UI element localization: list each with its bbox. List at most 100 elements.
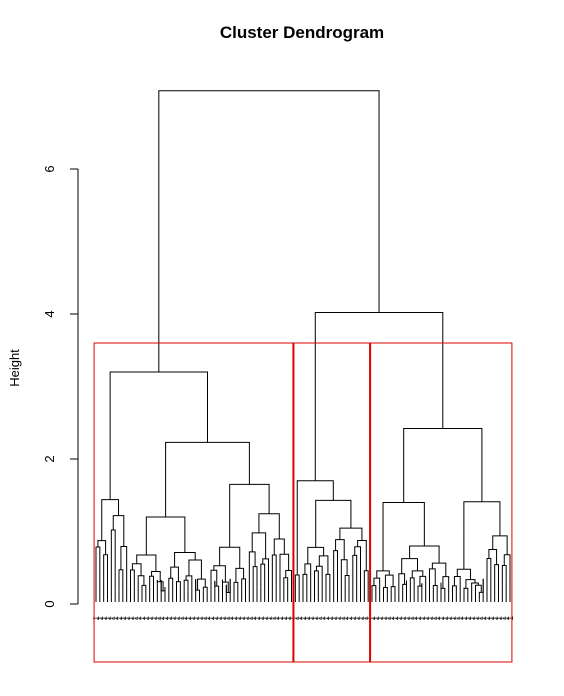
dendrogram-branch — [110, 529, 116, 598]
dendrogram-branch — [314, 312, 444, 481]
leaf-label: 1 — [257, 615, 266, 620]
leaf-label: 1 — [426, 615, 435, 620]
leaf-label: 1 — [303, 615, 312, 620]
dendrogram-branch — [202, 586, 208, 593]
dendrogram-branch — [248, 551, 256, 594]
y-tick-label: 2 — [42, 455, 57, 462]
leaf-label: 1 — [364, 615, 373, 620]
leaf-label: 1 — [422, 615, 431, 620]
leaf-label: 1 — [165, 615, 174, 620]
dendrogram-branch — [229, 483, 270, 548]
leaf-label: 1 — [445, 615, 454, 620]
leaf-label: 1 — [100, 615, 109, 620]
leaf-label: 1 — [452, 615, 461, 620]
dendrogram-branch — [340, 559, 348, 584]
dendrogram-branch — [141, 584, 147, 591]
dendrogram-branch — [401, 558, 419, 574]
leaf-label: 1 — [173, 615, 182, 620]
dendrogram-branch — [492, 535, 508, 555]
leaf-label: 1 — [199, 615, 208, 620]
cluster-1-box — [93, 342, 294, 663]
dendrogram-branch — [465, 579, 476, 589]
dendrogram-branch — [429, 568, 436, 587]
dendrogram-branch — [130, 569, 135, 588]
leaf-label: 1 — [111, 615, 120, 620]
leaf-label: 1 — [157, 615, 166, 620]
leaf-label: 1 — [380, 615, 389, 620]
leaf-label: 1 — [130, 615, 139, 620]
dendrogram-branch — [103, 554, 108, 600]
dendrogram-branch — [118, 569, 124, 593]
dendrogram-branch — [315, 499, 352, 548]
dendrogram-branch — [452, 585, 457, 594]
leaf-label: 1 — [215, 615, 224, 620]
leaf-label: 1 — [288, 615, 297, 620]
leaf-label: 1 — [441, 615, 450, 620]
leaf-label: 1 — [487, 615, 496, 620]
leaf-label: 1 — [238, 615, 247, 620]
leaf-label: 1 — [307, 615, 316, 620]
leaf-label: 1 — [119, 615, 128, 620]
dendrogram-branch — [251, 532, 267, 559]
dendrogram-branch — [158, 90, 380, 372]
dendrogram-branch — [431, 562, 447, 577]
dendrogram-branch — [409, 577, 415, 600]
leaf-label: 1 — [387, 615, 396, 620]
leaf-label: 1 — [115, 615, 124, 620]
y-tick-label: 0 — [42, 600, 57, 607]
dendrogram-branch — [357, 540, 367, 571]
dendrogram-branch — [352, 554, 358, 597]
dendrogram-branch — [109, 371, 208, 500]
leaf-label: 1 — [150, 615, 159, 620]
dendrogram-branch — [273, 538, 285, 556]
leaf-labels: 1111111111111111111111111111111111111111… — [92, 615, 515, 620]
leaf-label: 1 — [314, 615, 323, 620]
leaf-label: 1 — [349, 615, 358, 620]
leaf-label: 1 — [153, 615, 162, 620]
y-axis: 0 2 4 6 — [42, 165, 79, 608]
leaf-label: 1 — [188, 615, 197, 620]
dendrogram-branch — [304, 563, 312, 596]
leaf-label: 1 — [353, 615, 362, 620]
dendrogram-branch — [363, 570, 369, 596]
dendrogram-branch — [335, 539, 345, 560]
dendrogram-branch — [252, 566, 258, 588]
leaf-label: 1 — [142, 615, 151, 620]
leaf-label: 1 — [203, 615, 212, 620]
dendrogram-branch — [376, 570, 390, 579]
dendrogram-branch — [432, 585, 438, 598]
leaf-label: 1 — [391, 615, 400, 620]
leaf-label: 1 — [134, 615, 143, 620]
leaf-label: 1 — [192, 615, 201, 620]
dendrogram-branch — [398, 573, 406, 594]
dendrogram-branch — [339, 527, 363, 541]
y-tick-label: 6 — [42, 165, 57, 172]
leaf-label: 1 — [211, 615, 220, 620]
leaf-label: 1 — [410, 615, 419, 620]
leaf-label: 1 — [437, 615, 446, 620]
dendrogram-branch — [494, 564, 499, 597]
dendrogram-branch — [456, 568, 471, 580]
dendrogram-branch — [314, 570, 319, 598]
dendrogram-branch — [302, 573, 308, 589]
leaf-label: 1 — [479, 615, 488, 620]
leaf-label: 1 — [483, 615, 492, 620]
leaf-label: 1 — [234, 615, 243, 620]
leaf-label: 1 — [230, 615, 239, 620]
leaf-label: 1 — [345, 615, 354, 620]
leaf-label: 1 — [337, 615, 346, 620]
leaf-label: 1 — [399, 615, 408, 620]
dendrogram-tree — [95, 90, 511, 602]
leaf-label: 1 — [491, 615, 500, 620]
dendrogram-branch — [262, 558, 269, 599]
dendrogram-branch — [165, 441, 250, 517]
dendrogram-branch — [325, 573, 331, 595]
leaf-label: 1 — [242, 615, 251, 620]
dendrogram-branch — [131, 563, 142, 576]
leaf-label: 1 — [127, 615, 136, 620]
leaf-label: 1 — [311, 615, 320, 620]
leaf-label: 1 — [299, 615, 308, 620]
leaf-label: 1 — [506, 615, 515, 620]
leaf-label: 1 — [276, 615, 285, 620]
